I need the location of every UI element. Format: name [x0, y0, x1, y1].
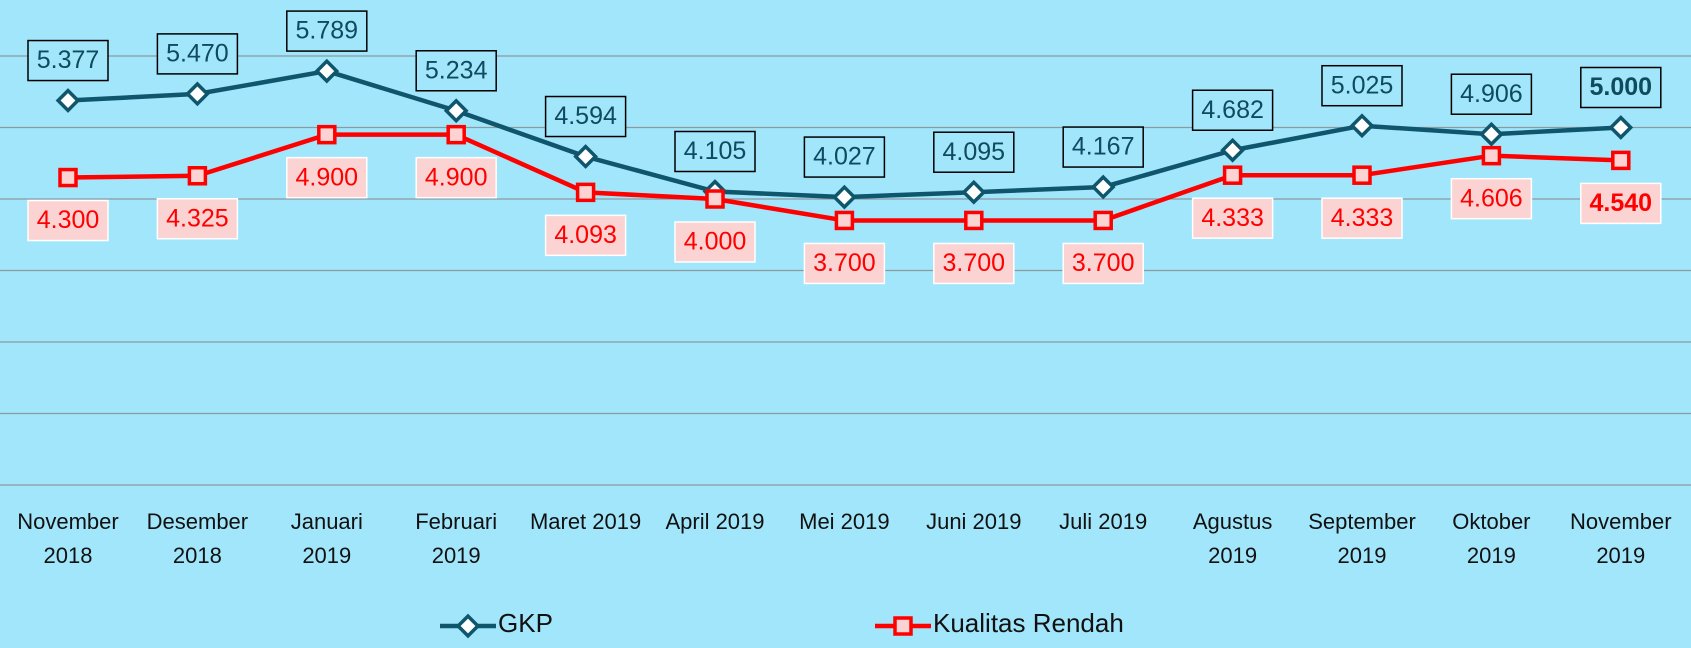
marker — [448, 127, 464, 143]
marker — [189, 168, 205, 184]
data-label: 4.900 — [296, 163, 359, 191]
marker — [446, 101, 466, 121]
marker — [317, 61, 337, 81]
x-tick-label: Mei 2019 — [781, 505, 907, 539]
marker — [60, 170, 76, 186]
data-label: 5.025 — [1331, 71, 1394, 99]
data-label: 4.606 — [1460, 184, 1523, 212]
x-tick-label: Maret 2019 — [523, 505, 649, 539]
x-tick-label: Februari 2019 — [393, 505, 519, 573]
marker — [966, 212, 982, 228]
x-tick-label: September 2019 — [1299, 505, 1425, 573]
chart: 5.377 5.470 5.789 5.234 4.594 4.105 4.027 4.095… — [0, 0, 1691, 648]
x-tick-label: Oktober 2019 — [1428, 505, 1554, 573]
marker — [188, 84, 208, 104]
data-label: 3.700 — [943, 249, 1006, 277]
data-label: 4.900 — [425, 163, 488, 191]
data-label: 4.093 — [554, 221, 617, 249]
data-label: 4.594 — [554, 102, 617, 130]
marker — [1223, 140, 1243, 160]
data-label: 5.470 — [166, 40, 229, 68]
marker — [1354, 167, 1370, 183]
marker — [1613, 152, 1629, 168]
marker — [319, 127, 335, 143]
data-label: 4.027 — [813, 143, 876, 171]
legend-marker — [458, 616, 478, 636]
data-label: 5.377 — [37, 46, 100, 74]
marker — [1483, 148, 1499, 164]
data-label: 3.700 — [813, 249, 876, 277]
data-label: 4.167 — [1072, 133, 1135, 161]
data-label: 5.000 — [1590, 73, 1653, 101]
marker — [836, 212, 852, 228]
marker — [578, 184, 594, 200]
x-tick-label: Agustus 2019 — [1170, 505, 1296, 573]
data-label: 4.325 — [166, 204, 229, 232]
x-tick-label: Juni 2019 — [911, 505, 1037, 539]
marker — [1352, 116, 1372, 136]
marker — [835, 187, 855, 207]
data-label: 4.000 — [684, 228, 747, 256]
marker — [58, 91, 78, 111]
marker — [1095, 212, 1111, 228]
legend-marker — [895, 618, 911, 634]
data-label: 4.906 — [1460, 80, 1523, 108]
data-label: 4.095 — [943, 138, 1006, 166]
x-tick-label: Desember 2018 — [134, 505, 260, 573]
data-label: 4.300 — [37, 206, 100, 234]
legend-label: Kualitas Rendah — [933, 608, 1124, 639]
x-tick-label: November 2019 — [1558, 505, 1684, 573]
x-tick-label: April 2019 — [652, 505, 778, 539]
x-tick-label: November 2018 — [5, 505, 131, 573]
marker — [707, 191, 723, 207]
marker — [576, 147, 596, 167]
data-label: 4.333 — [1201, 204, 1264, 232]
marker — [1093, 177, 1113, 197]
marker — [1225, 167, 1241, 183]
data-label: 4.105 — [684, 137, 747, 165]
data-label: 4.540 — [1590, 189, 1653, 217]
data-label: 5.234 — [425, 56, 488, 84]
data-label: 3.700 — [1072, 249, 1135, 277]
data-label: 4.682 — [1201, 96, 1264, 124]
data-label: 5.789 — [296, 17, 359, 45]
data-label: 4.333 — [1331, 204, 1394, 232]
x-tick-label: Juli 2019 — [1040, 505, 1166, 539]
x-tick-label: Januari 2019 — [264, 505, 390, 573]
legend-label: GKP — [498, 608, 553, 639]
marker — [1611, 118, 1631, 138]
